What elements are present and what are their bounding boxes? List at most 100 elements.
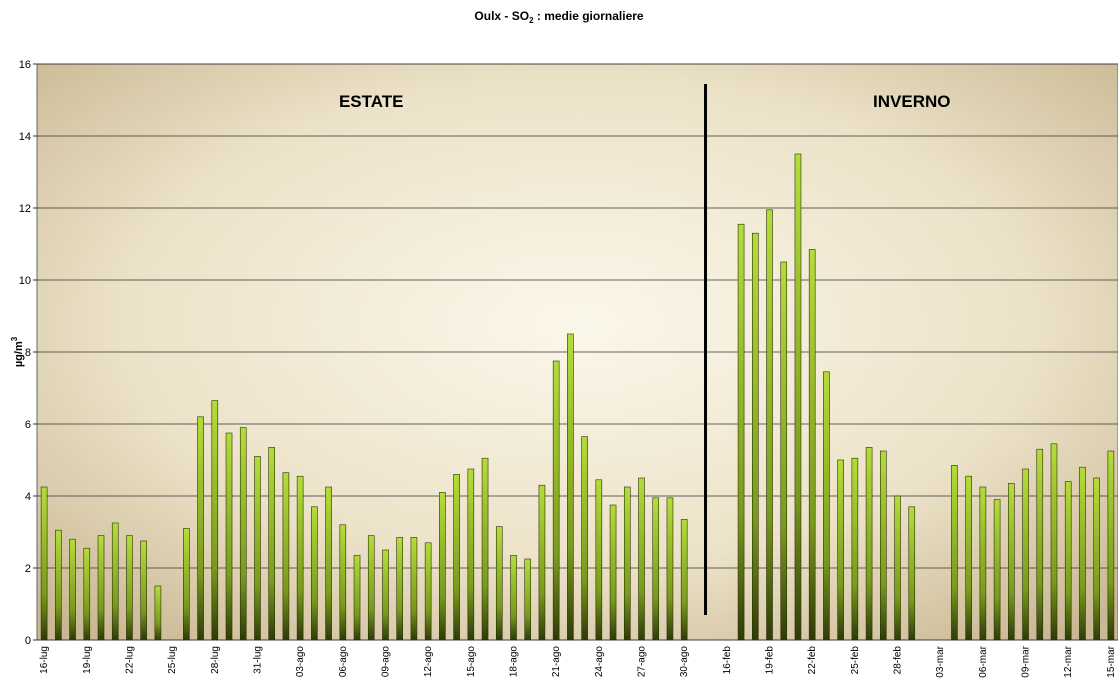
x-tick-label: 31-lug: [252, 646, 263, 674]
bar: [581, 436, 588, 641]
bar: [111, 522, 119, 641]
bar: [453, 474, 460, 641]
x-tick-label: 28-feb: [893, 646, 904, 675]
bar: [424, 542, 432, 641]
x-tick-label: 16-feb: [722, 646, 733, 675]
bar: [666, 497, 674, 641]
bar: [510, 555, 517, 641]
bar: [965, 475, 972, 641]
bar: [1022, 468, 1029, 641]
bar: [993, 499, 1001, 641]
bar: [766, 209, 773, 641]
chart-title: Oulx - SO2 : medie giornaliere: [474, 9, 644, 25]
x-tick-label: 15-mar: [1106, 645, 1117, 677]
y-tick-label: 10: [19, 275, 31, 287]
bar: [382, 549, 389, 641]
x-tick-label: 12-mar: [1063, 645, 1074, 677]
bar: [55, 529, 62, 641]
y-tick-label: 12: [19, 203, 31, 215]
x-tick-label: 06-ago: [338, 646, 349, 678]
bar: [595, 479, 603, 641]
y-axis-label: µg/m3: [10, 336, 25, 367]
bar: [69, 538, 76, 641]
bar: [880, 450, 887, 641]
bar: [40, 486, 48, 641]
bar: [126, 535, 133, 641]
bar: [908, 506, 916, 641]
x-tick-label: 16-lug: [39, 646, 50, 674]
x-tick-label: 27-ago: [637, 646, 648, 678]
bar: [311, 506, 318, 641]
bar: [495, 526, 503, 641]
bar: [894, 495, 901, 641]
bar: [623, 486, 631, 641]
x-tick-label: 09-ago: [380, 646, 391, 678]
x-tick-label: 03-mar: [935, 645, 946, 677]
x-tick-label: 25-feb: [850, 646, 861, 675]
bar: [680, 519, 688, 641]
y-tick-label: 8: [25, 347, 31, 359]
bar: [254, 456, 261, 641]
bar: [1093, 477, 1100, 641]
bar: [837, 459, 844, 641]
x-tick-label: 19-feb: [765, 646, 776, 675]
bar: [1036, 448, 1044, 641]
x-tick-label: 24-ago: [594, 646, 605, 678]
x-tick-label: 25-lug: [167, 646, 178, 674]
bar: [951, 465, 958, 641]
x-tick-label: 06-mar: [978, 645, 989, 677]
bar: [197, 416, 204, 641]
bar: [296, 475, 304, 641]
bar: [1008, 483, 1015, 641]
bar: [183, 528, 190, 641]
bar: [154, 585, 162, 641]
bar: [410, 537, 418, 641]
bar: [823, 371, 830, 641]
y-tick-label: 2: [25, 563, 31, 575]
bar: [140, 540, 147, 641]
x-tick-label: 28-lug: [210, 646, 221, 674]
bar: [325, 486, 332, 641]
bar: [851, 457, 859, 641]
bar: [751, 232, 759, 641]
bar: [353, 555, 361, 641]
x-tick-label: 21-ago: [551, 646, 562, 678]
x-tick-label: 22-lug: [124, 646, 135, 674]
x-tick-label: 18-ago: [508, 646, 519, 678]
x-tick-label: 09-mar: [1021, 645, 1032, 677]
bar: [737, 223, 745, 641]
bar: [367, 535, 375, 641]
x-tick-label: 15-ago: [466, 646, 477, 678]
bar: [1079, 466, 1086, 641]
y-tick-label: 6: [25, 419, 31, 431]
x-tick-label: 19-lug: [82, 646, 93, 674]
bar: [865, 447, 873, 641]
bar: [467, 468, 475, 641]
x-tick-label: 30-ago: [679, 646, 690, 678]
bar: [268, 447, 275, 641]
bar: [538, 484, 546, 641]
bar: [225, 432, 233, 641]
bar: [481, 457, 489, 641]
y-tick-label: 14: [19, 131, 31, 143]
bar: [396, 537, 404, 641]
bar: [97, 535, 105, 641]
bar: [282, 472, 290, 641]
bar: [524, 558, 532, 641]
bar: [638, 477, 645, 641]
x-tick-label: 22-feb: [807, 646, 818, 675]
bar: [567, 333, 574, 641]
bar: [609, 504, 617, 641]
bar: [83, 547, 91, 641]
bar: [1064, 481, 1072, 641]
bar: [780, 261, 788, 641]
season-label: INVERNO: [873, 92, 950, 111]
x-tick-label: 03-ago: [295, 646, 306, 678]
bar: [794, 153, 802, 641]
season-label: ESTATE: [339, 92, 404, 111]
y-tick-label: 4: [25, 491, 31, 503]
y-tick-label: 16: [19, 59, 31, 71]
bar: [552, 360, 560, 641]
bar: [211, 400, 219, 641]
